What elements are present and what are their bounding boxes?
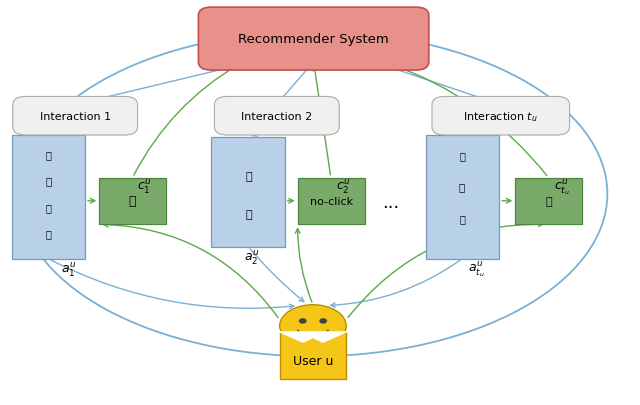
Text: 📱: 📱 [45, 150, 52, 160]
Text: 🚗: 🚗 [45, 202, 52, 212]
Text: $a_2^u$: $a_2^u$ [244, 248, 260, 266]
Circle shape [280, 305, 346, 347]
Circle shape [300, 319, 306, 323]
Circle shape [320, 319, 326, 323]
FancyBboxPatch shape [426, 136, 499, 259]
Text: 🏀: 🏀 [245, 171, 252, 181]
Text: 🚲: 🚲 [45, 229, 52, 239]
Text: $c_1^u$: $c_1^u$ [138, 178, 152, 196]
Text: $c_{t_u}^u$: $c_{t_u}^u$ [554, 178, 570, 196]
Text: $a_{t_u}^u$: $a_{t_u}^u$ [468, 260, 484, 279]
FancyBboxPatch shape [432, 97, 570, 136]
Text: $c_2^u$: $c_2^u$ [336, 178, 350, 196]
FancyBboxPatch shape [198, 8, 429, 71]
FancyBboxPatch shape [214, 97, 339, 136]
Text: 🎿: 🎿 [459, 214, 465, 224]
FancyBboxPatch shape [13, 97, 138, 136]
Text: Interaction 1: Interaction 1 [40, 111, 111, 122]
Text: 🥅: 🥅 [459, 151, 465, 161]
Text: ⚽: ⚽ [129, 195, 136, 208]
FancyBboxPatch shape [12, 136, 85, 259]
Text: ⚽: ⚽ [45, 176, 52, 186]
Text: 🥅: 🥅 [545, 196, 552, 206]
Text: Recommender System: Recommender System [238, 33, 389, 46]
Text: 🏈: 🏈 [245, 210, 252, 220]
Text: Interaction $t_u$: Interaction $t_u$ [463, 110, 538, 123]
Text: ...: ... [383, 194, 399, 211]
Polygon shape [280, 332, 346, 342]
FancyBboxPatch shape [298, 178, 365, 225]
FancyBboxPatch shape [211, 138, 285, 247]
Text: no-click: no-click [310, 196, 353, 207]
Text: Interaction 2: Interaction 2 [241, 111, 312, 122]
FancyBboxPatch shape [515, 178, 582, 225]
Text: ⚽: ⚽ [459, 181, 465, 191]
Text: User u: User u [292, 354, 333, 367]
FancyBboxPatch shape [99, 178, 166, 225]
Text: $a_1^u$: $a_1^u$ [61, 260, 77, 278]
FancyBboxPatch shape [280, 332, 346, 379]
